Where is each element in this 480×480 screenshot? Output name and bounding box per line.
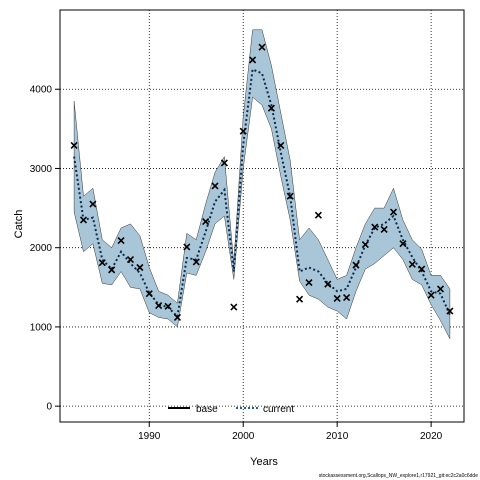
- observation-point: [342, 294, 351, 302]
- observation-point: [126, 256, 135, 264]
- observation-point: [211, 182, 219, 190]
- y-tick-label: 1000: [30, 322, 53, 333]
- observation-point: [89, 200, 97, 208]
- observation-point: [155, 301, 163, 310]
- confidence-band-layer: [73, 29, 451, 339]
- observation-point: [220, 159, 228, 167]
- legend-current-label: current: [263, 404, 294, 415]
- observation-point: [380, 225, 388, 234]
- observation-point: [258, 43, 266, 51]
- observation-point: [361, 240, 369, 249]
- observation-markers: [70, 43, 454, 321]
- observation-point: [202, 217, 210, 226]
- legend: base current: [168, 404, 294, 415]
- y-tick-label: 3000: [30, 164, 53, 175]
- observation-point: [192, 258, 200, 266]
- x-axis-title: Years: [250, 456, 278, 468]
- observation-point: [446, 307, 454, 315]
- observation-point: [98, 259, 106, 267]
- observation-point: [164, 302, 172, 310]
- observation-point: [277, 141, 285, 150]
- confidence-band: [73, 29, 451, 339]
- observation-point: [296, 295, 304, 303]
- observation-point: [70, 141, 78, 150]
- x-tick-label: 2000: [232, 431, 255, 442]
- plot-frame: [59, 9, 465, 423]
- observation-point: [183, 243, 191, 251]
- observation-point: [333, 294, 341, 302]
- observation-point: [108, 266, 116, 274]
- observation-point: [239, 127, 247, 135]
- footer-source: stockassessment.org,Scallops_NW_explore1…: [319, 473, 478, 479]
- observation-point: [173, 313, 182, 321]
- y-tick-label: 2000: [30, 243, 53, 254]
- observation-point: [136, 263, 144, 272]
- observation-point: [352, 261, 360, 269]
- y-axis-title: Catch: [13, 210, 25, 239]
- x-tick-label: 1990: [138, 431, 161, 442]
- observation-point: [371, 223, 379, 231]
- x-tick-label: 2020: [420, 431, 443, 442]
- observation-point: [418, 265, 426, 273]
- observation-point: [314, 211, 322, 219]
- observation-point: [286, 192, 294, 200]
- observation-point: [427, 291, 435, 299]
- y-tick-label: 4000: [30, 85, 53, 96]
- observation-point: [389, 208, 398, 216]
- observation-point: [305, 278, 313, 287]
- observation-point: [408, 260, 416, 268]
- observation-point: [324, 280, 332, 288]
- observation-point: [399, 240, 407, 248]
- observation-point: [230, 303, 238, 311]
- axes: 1990 2000 2010 2020 0 1000 2000 3000 4000: [30, 85, 443, 442]
- legend-base-label: base: [196, 404, 218, 415]
- x-tick-label: 2010: [326, 431, 349, 442]
- observation-point: [79, 216, 88, 224]
- observation-point: [117, 236, 125, 245]
- y-tick-label: 0: [46, 402, 52, 413]
- observation-point: [249, 56, 257, 64]
- observation-point: [436, 285, 445, 293]
- observation-point: [267, 104, 275, 112]
- observation-point: [145, 290, 153, 298]
